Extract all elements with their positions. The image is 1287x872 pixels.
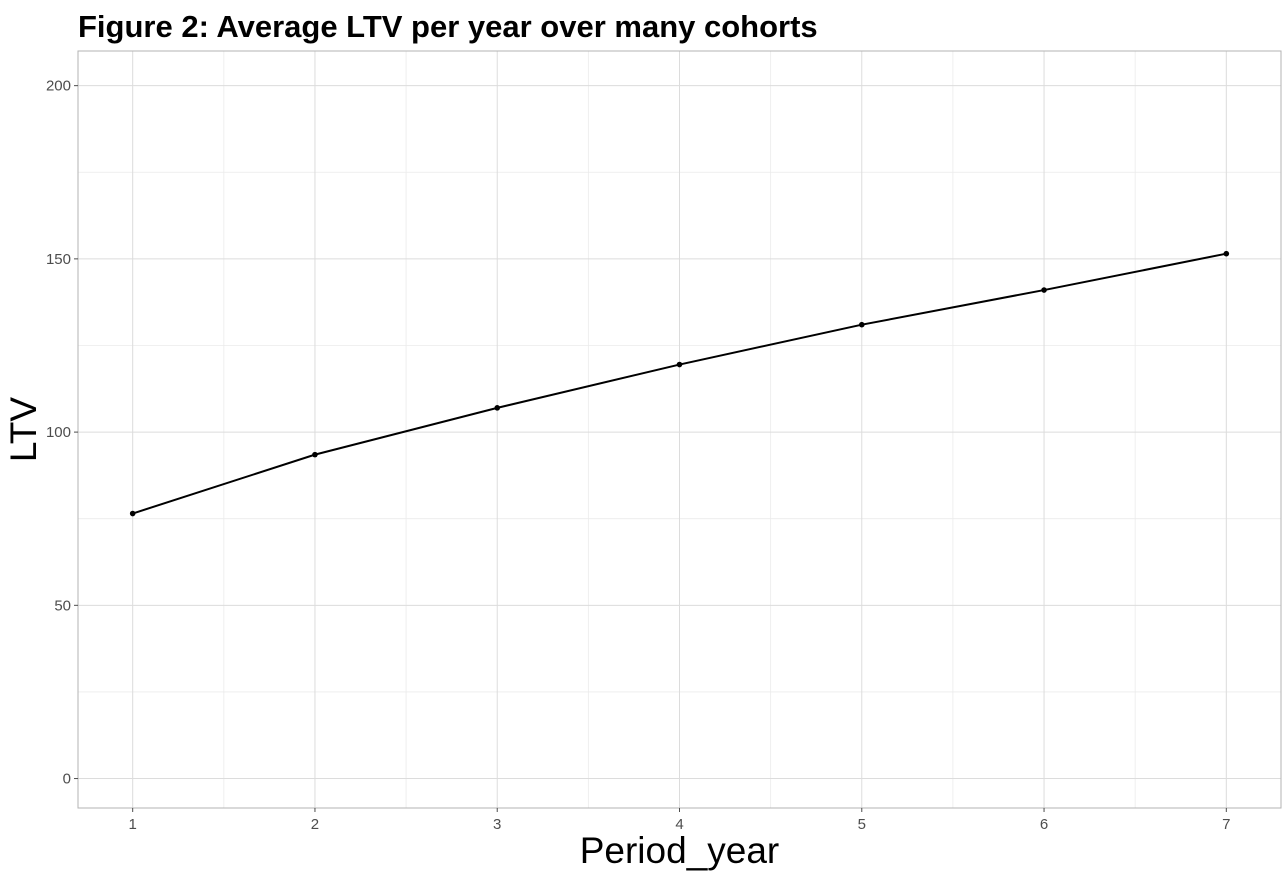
data-point bbox=[1223, 250, 1230, 257]
y-tick-label: 150 bbox=[46, 251, 71, 268]
data-point bbox=[129, 510, 136, 517]
major-gridlines bbox=[78, 51, 1281, 808]
data-point bbox=[312, 451, 318, 458]
series-layer bbox=[129, 250, 1230, 517]
y-tick-label: 100 bbox=[46, 424, 71, 441]
x-tick-label: 5 bbox=[858, 816, 866, 833]
x-tick-label: 6 bbox=[1040, 816, 1048, 833]
x-axis-title: Period_year bbox=[580, 830, 780, 871]
y-tick-label: 0 bbox=[63, 771, 71, 788]
data-point bbox=[1041, 287, 1047, 293]
data-point bbox=[494, 405, 501, 411]
x-tick-label: 3 bbox=[493, 816, 501, 833]
x-tick-label: 7 bbox=[1222, 816, 1230, 833]
x-axis: 1 2 3 4 5 6 7 bbox=[129, 808, 1230, 833]
y-tick-label: 50 bbox=[54, 597, 71, 614]
y-tick-label: 200 bbox=[46, 78, 71, 95]
x-tick-label: 4 bbox=[675, 816, 683, 833]
x-tick-label: 1 bbox=[129, 816, 137, 833]
data-point bbox=[858, 321, 865, 328]
y-axis: 0 50 100 150 200 bbox=[46, 78, 78, 788]
chart-title: Figure 2: Average LTV per year over many… bbox=[78, 9, 818, 44]
x-tick-label: 2 bbox=[311, 816, 319, 833]
y-axis-title: LTV bbox=[3, 397, 44, 462]
data-point bbox=[676, 361, 683, 368]
